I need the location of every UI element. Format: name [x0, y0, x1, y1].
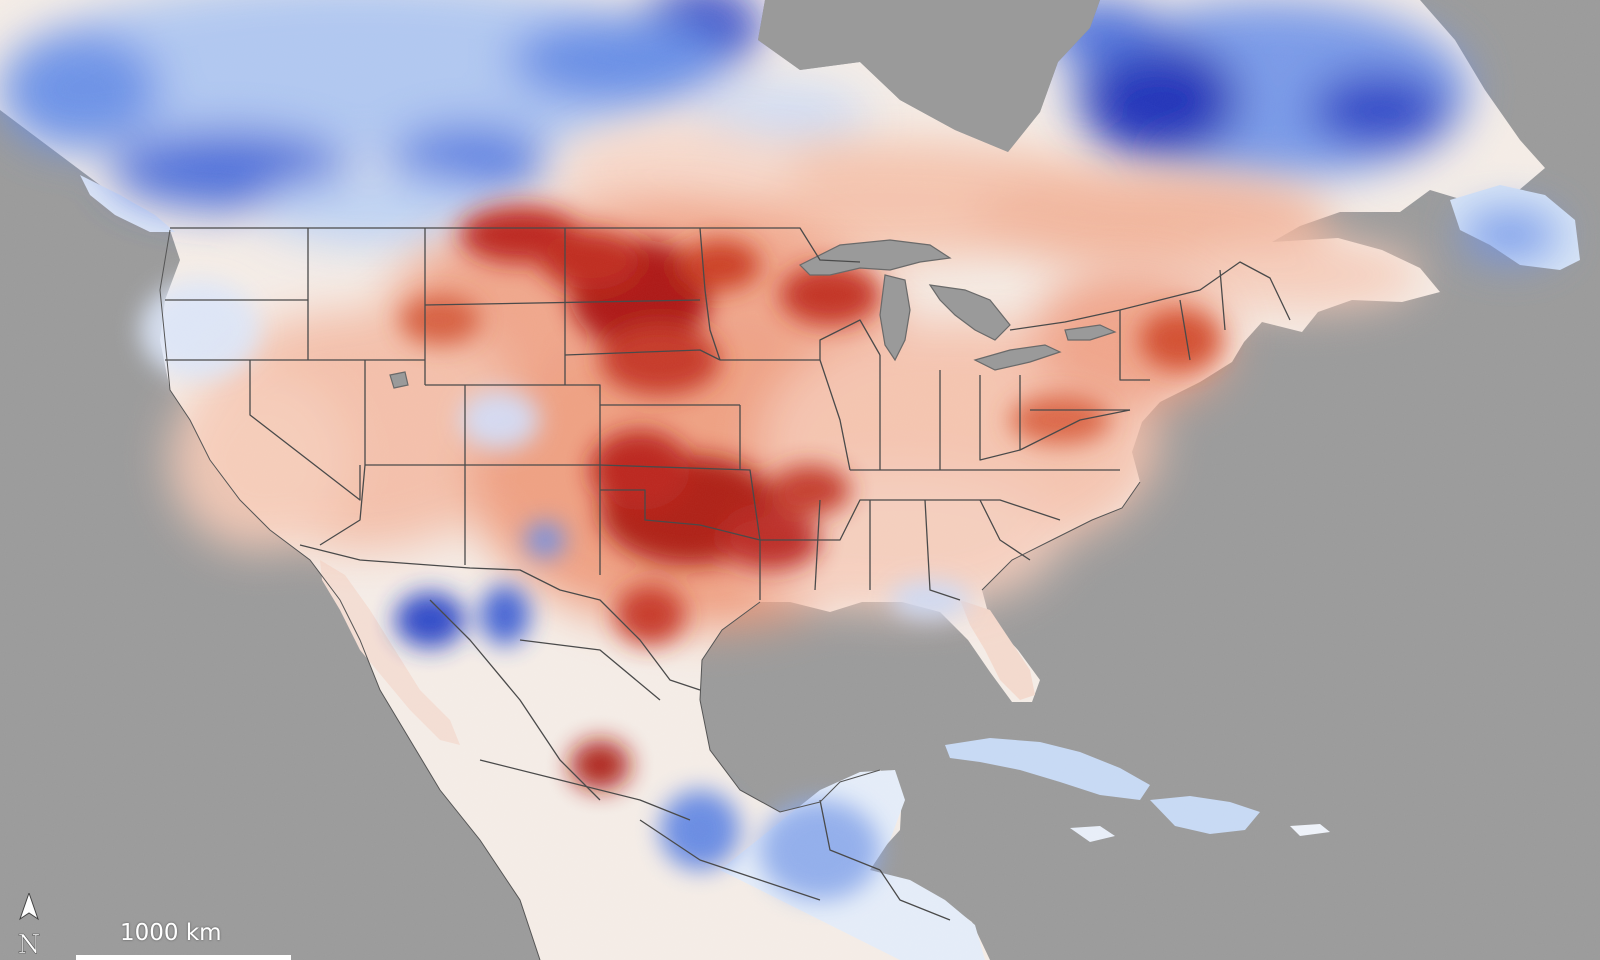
- scale-bar: 1000 km: [76, 920, 291, 960]
- scale-bar-line: [76, 955, 291, 960]
- inland-water: [389, 0, 1117, 389]
- scale-bar-label: 1000 km: [120, 920, 222, 946]
- state-borders: [165, 227, 1291, 921]
- north-arrow-icon: N: [17, 893, 41, 957]
- svg-text:N: N: [18, 930, 41, 957]
- coastline: [159, 229, 1141, 960]
